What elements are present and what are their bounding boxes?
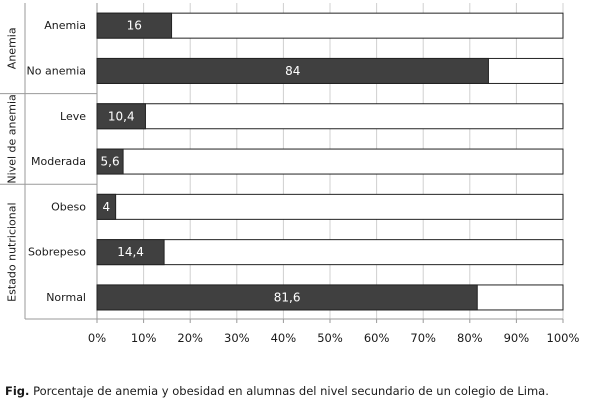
bar [96, 103, 146, 130]
data-label: 14,4 [117, 245, 144, 259]
category-label: Obeso [51, 200, 86, 213]
x-tick-label: 10% [131, 331, 157, 345]
data-label: 81,6 [274, 290, 301, 304]
data-label: 10,4 [108, 109, 135, 123]
bar-remainder [96, 103, 564, 130]
bar-remainder [96, 12, 564, 39]
x-tick-label: 30% [224, 331, 250, 345]
data-label: 84 [285, 64, 300, 78]
x-tick-label: 90% [504, 331, 530, 345]
data-label: 4 [102, 200, 110, 214]
category-label: Anemia [44, 19, 86, 32]
group-label: Estado nutricional [6, 202, 19, 301]
x-tick-label: 70% [410, 331, 436, 345]
bar [96, 193, 117, 220]
x-tick-label: 40% [271, 331, 297, 345]
category-label: Normal [46, 291, 86, 304]
category-label: Leve [60, 110, 86, 123]
category-label: Moderada [31, 155, 86, 168]
bar [96, 148, 124, 175]
x-tick-label: 80% [457, 331, 483, 345]
category-label: Sobrepeso [28, 246, 86, 259]
bar-remainder [96, 239, 564, 266]
x-tick-label: 100% [547, 331, 580, 345]
caption-text: Porcentaje de anemia y obesidad en alumn… [33, 384, 549, 398]
data-label: 16 [127, 19, 142, 33]
caption-prefix: Fig. [5, 384, 30, 398]
x-tick-label: 20% [177, 331, 203, 345]
data-label: 5,6 [101, 155, 120, 169]
x-tick-label: 0% [88, 331, 106, 345]
bar [96, 239, 165, 266]
group-label: Nivel de anemia [6, 94, 19, 183]
x-tick-label: 50% [317, 331, 343, 345]
bar-remainder [96, 193, 564, 220]
bar [96, 284, 478, 311]
bar [96, 57, 489, 84]
category-label: No anemia [27, 64, 86, 77]
bar-remainder [96, 148, 564, 175]
bar-chart: Anemia Anemia 16 No anemia 84 Nivel de anemia… [0, 3, 580, 345]
bar [96, 12, 173, 39]
x-tick-label: 60% [364, 331, 390, 345]
group-label: Anemia [6, 27, 19, 69]
figure-caption: Fig. Porcentaje de anemia y obesidad en … [5, 384, 549, 398]
